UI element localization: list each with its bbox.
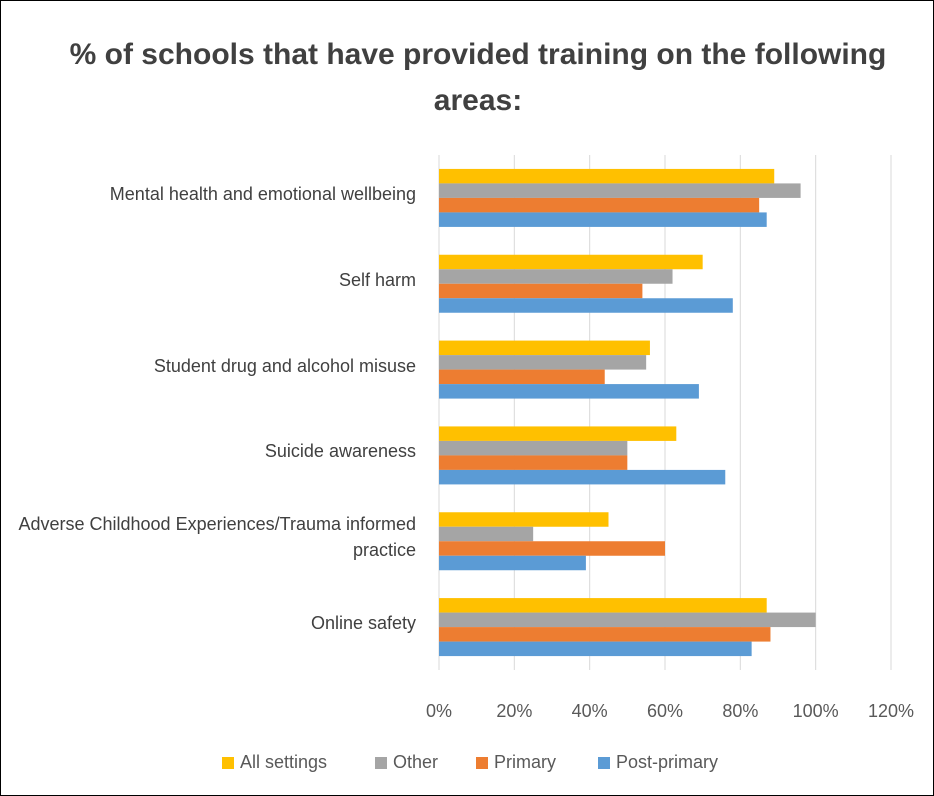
bar [439,340,650,356]
x-tick-label: 20% [496,701,532,721]
legend-label: Primary [494,752,556,772]
x-tick-label: 40% [572,701,608,721]
y-tick-label: Adverse Childhood Experiences/Trauma inf… [18,514,416,561]
bar [439,183,801,198]
x-tick-label: 100% [793,701,839,721]
bar [439,384,699,399]
bar [439,298,733,313]
bar [439,469,726,485]
bar [439,541,665,556]
bar [439,555,586,571]
legend-label: Post-primary [616,752,718,772]
legend-label: Other [393,752,438,772]
bar [439,269,673,284]
bar [439,426,677,441]
legend-label: All settings [240,752,327,772]
y-tick-label: Self harm [338,269,416,290]
x-tick-label: 60% [647,701,683,721]
x-tick-label: 120% [868,701,914,721]
legend-swatch [375,757,387,769]
bar [439,641,752,657]
legend-swatch [222,757,234,769]
bar [439,512,609,527]
y-tick-label: Suicide awareness [264,441,416,462]
x-tick-label: 0% [426,701,452,721]
bar [439,283,643,299]
chart-title: % of schools that have provided training… [69,38,887,117]
x-tick-label: 80% [722,701,758,721]
legend-swatch [476,757,488,769]
y-tick-label: Online safety [310,613,416,634]
bar [439,440,628,456]
bar [439,254,703,270]
y-tick-label: Student drug and alcohol misuse [153,355,416,376]
bar [439,212,767,227]
bar [439,598,767,613]
bar [439,526,534,542]
bar [439,168,775,184]
y-tick-label: Mental health and emotional wellbeing [109,183,416,204]
bar [439,197,760,213]
bar [439,355,647,370]
bar [439,369,605,385]
bar [439,612,816,628]
bar [439,455,628,470]
legend-swatch [598,757,610,769]
bar [439,627,771,642]
